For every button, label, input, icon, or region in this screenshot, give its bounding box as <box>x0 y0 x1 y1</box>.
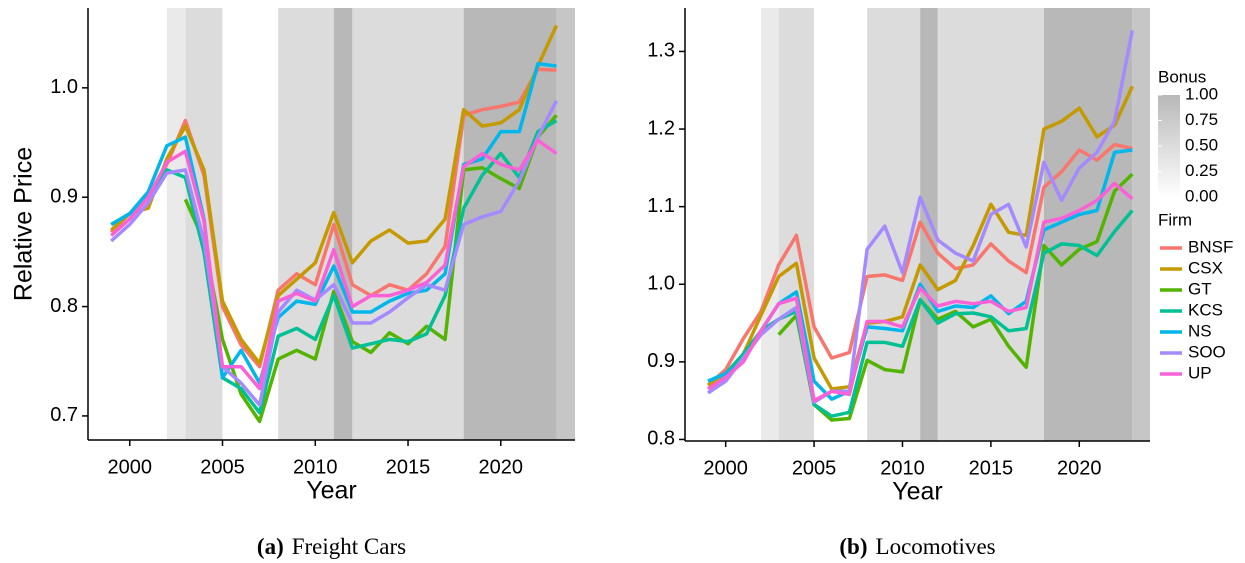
legend-label: BNSF <box>1188 237 1233 256</box>
x-tick-label: 2000 <box>703 457 748 479</box>
legend-title: Firm <box>1158 210 1192 229</box>
x-tick-label: 2005 <box>200 456 245 478</box>
series-line <box>707 181 1134 403</box>
y-tick-label: 0.8 <box>647 428 675 450</box>
x-tick-label: 2015 <box>386 456 431 478</box>
x-tick-label: 2020 <box>479 456 524 478</box>
bonus-band <box>166 8 186 440</box>
series-line <box>183 114 558 424</box>
legend-label: KCS <box>1188 300 1223 319</box>
legend-label: SOO <box>1188 342 1226 361</box>
bonus-band <box>814 8 868 441</box>
y-tick-label: 0.8 <box>50 295 78 317</box>
bonus-band <box>867 8 921 441</box>
y-tick-label: 0.9 <box>647 350 675 372</box>
colorbar-tick-label: 0.75 <box>1185 110 1218 129</box>
series-line <box>110 138 558 391</box>
y-tick-label: 1.1 <box>647 195 675 217</box>
series-line <box>777 172 1134 422</box>
y-tick-label: 1.2 <box>647 117 675 139</box>
y-tick-label: 0.9 <box>50 185 78 207</box>
colorbar-tick-label: 0.25 <box>1185 161 1218 180</box>
legend-label: NS <box>1188 321 1212 340</box>
colorbar-tick-label: 0.00 <box>1185 186 1218 205</box>
x-axis-title: Year <box>892 478 943 506</box>
bonus-band <box>920 8 938 441</box>
x-tick-label: 2010 <box>293 456 338 478</box>
caption-label: (b) <box>839 534 867 559</box>
y-tick-label: 0.7 <box>50 404 78 426</box>
series-line <box>707 85 1134 391</box>
bonus-band <box>352 8 464 440</box>
y-tick-label: 1.3 <box>647 40 675 62</box>
x-tick-label: 2010 <box>880 457 925 479</box>
series-line <box>109 67 557 369</box>
caption-label: (a) <box>257 534 284 559</box>
x-tick-label: 2000 <box>107 456 152 478</box>
series-line <box>110 24 558 366</box>
caption: (a) Freight Cars <box>257 534 406 559</box>
caption: (b) Locomotives <box>839 534 995 559</box>
bonus-band <box>463 8 557 440</box>
x-tick-label: 2005 <box>792 457 837 479</box>
legend-label: UP <box>1188 363 1212 382</box>
caption-text: Locomotives <box>876 534 996 559</box>
series-line <box>110 62 557 385</box>
y-axis-title: Relative Price <box>10 147 38 301</box>
bonus-band <box>556 8 575 440</box>
x-tick-label: 2020 <box>1057 457 1102 479</box>
series-line <box>706 142 1133 387</box>
bonus-band <box>278 8 334 440</box>
y-tick-label: 1.0 <box>50 76 78 98</box>
bonus-band <box>1132 8 1150 441</box>
caption-text: Freight Cars <box>292 534 406 559</box>
legend-title: Bonus <box>1158 67 1206 86</box>
bonus-band <box>761 8 779 441</box>
y-tick-label: 1.0 <box>647 273 675 295</box>
series-line <box>707 30 1135 404</box>
x-axis-title: Year <box>306 477 357 505</box>
series-line <box>110 119 558 415</box>
x-tick-label: 2015 <box>969 457 1014 479</box>
series-line <box>110 100 558 407</box>
legend-label: GT <box>1188 279 1212 298</box>
colorbar-tick-label: 1.00 <box>1185 84 1218 103</box>
legend-label: CSX <box>1188 258 1223 277</box>
colorbar-tick-label: 0.50 <box>1185 135 1218 154</box>
colorbar <box>1158 95 1180 197</box>
